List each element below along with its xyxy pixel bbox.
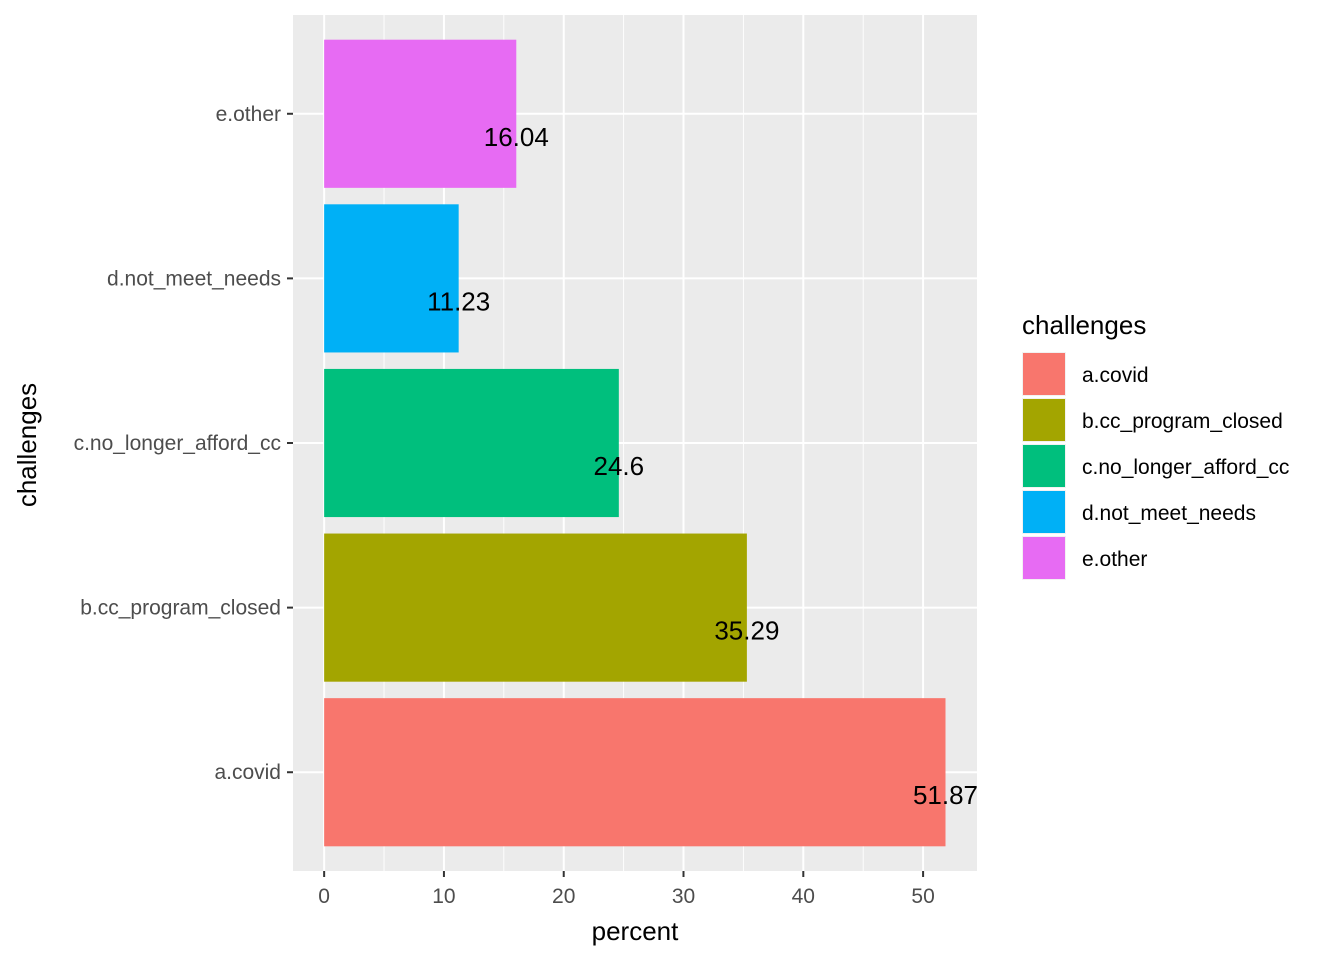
x-axis-title: percent — [592, 916, 679, 946]
data-label: 11.23 — [427, 286, 490, 316]
bar-a.covid — [324, 698, 946, 847]
legend-key — [1023, 353, 1065, 395]
bars — [324, 39, 946, 847]
legend-key — [1023, 491, 1065, 533]
bar-b.cc_program_closed — [324, 533, 747, 682]
legend-label: d.not_meet_needs — [1082, 502, 1256, 525]
bar-c.no_longer_afford_cc — [324, 368, 619, 518]
legend-key — [1023, 537, 1065, 579]
legend-key — [1023, 399, 1065, 441]
legend-label: b.cc_program_closed — [1082, 410, 1283, 433]
legend-label: e.other — [1082, 548, 1147, 571]
y-tick-label: a.covid — [214, 761, 281, 784]
y-tick-label: b.cc_program_closed — [80, 597, 281, 620]
y-tick-label: c.no_longer_afford_cc — [74, 432, 281, 455]
legend-title: challenges — [1022, 310, 1146, 340]
legend-label: c.no_longer_afford_cc — [1082, 456, 1289, 479]
legend: challenges a.covid b.cc_program_closed c.n… — [1022, 310, 1289, 580]
data-label: 35.29 — [714, 616, 779, 646]
x-tick-label: 40 — [792, 885, 815, 908]
data-labels: 51.87 35.29 24.6 11.23 16.04 — [427, 122, 978, 810]
x-tick-label: 0 — [318, 885, 330, 908]
legend-label: a.covid — [1082, 364, 1149, 387]
data-label: 16.04 — [484, 122, 549, 152]
y-axis-title: challenges — [12, 383, 42, 507]
legend-key — [1023, 445, 1065, 487]
data-label: 51.87 — [913, 780, 978, 810]
x-tick-label: 50 — [911, 885, 934, 908]
x-tick-label: 20 — [552, 885, 575, 908]
data-label: 24.6 — [594, 451, 645, 481]
x-axis: 0 10 20 30 40 50 — [318, 871, 935, 908]
x-tick-label: 10 — [432, 885, 455, 908]
y-axis: a.covid b.cc_program_closed c.no_longer_af… — [74, 103, 293, 784]
x-tick-label: 30 — [672, 885, 695, 908]
y-tick-label: d.not_meet_needs — [107, 267, 281, 290]
bar-d.not_meet_needs — [324, 204, 459, 353]
y-tick-label: e.other — [216, 103, 281, 126]
bar-e.other — [324, 39, 517, 188]
